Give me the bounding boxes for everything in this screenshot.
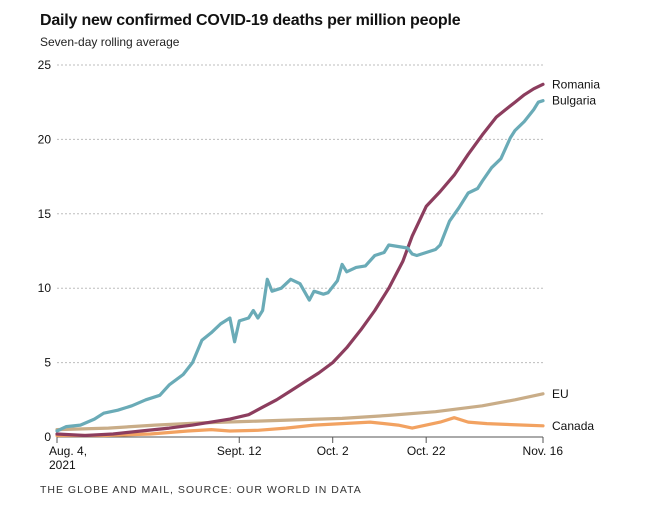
x-tick-label: Nov. 16 xyxy=(523,444,564,458)
x-tick-label: Oct. 22 xyxy=(407,444,446,458)
series-label-canada: Canada xyxy=(552,419,594,433)
x-tick-label: Sept. 12 xyxy=(217,444,262,458)
series-labels: Bulgaria Romania EU Canada xyxy=(552,77,600,432)
x-tick-label: Aug. 4, xyxy=(49,444,87,458)
series-line-eu xyxy=(55,392,545,432)
gridlines xyxy=(57,64,543,438)
series-label-bulgaria: Bulgaria xyxy=(552,94,596,108)
series-line-romania xyxy=(55,82,545,438)
series-label-eu: EU xyxy=(552,387,569,401)
source-credit: THE GLOBE AND MAIL, SOURCE: OUR WORLD IN… xyxy=(40,484,362,496)
y-tick-label: 25 xyxy=(38,58,52,72)
x-axis: Aug. 4,2021 Sept. 12 Oct. 2 Oct. 22 Nov. 16 xyxy=(49,437,563,472)
series-line-canada xyxy=(55,416,545,438)
chart-subtitle: Seven-day rolling average xyxy=(40,35,180,49)
series-lines xyxy=(55,82,545,438)
y-tick-label: 15 xyxy=(38,207,52,221)
chart-title: Daily new confirmed COVID-19 deaths per … xyxy=(40,12,461,29)
x-tick-label: Oct. 2 xyxy=(317,444,349,458)
y-axis: 0 5 10 15 20 25 xyxy=(38,58,52,444)
y-tick-label: 10 xyxy=(38,281,52,295)
y-tick-label: 5 xyxy=(44,356,51,370)
y-tick-label: 20 xyxy=(38,132,52,146)
series-line-bulgaria xyxy=(55,99,545,433)
series-label-romania: Romania xyxy=(552,77,600,91)
y-tick-label: 0 xyxy=(44,430,51,444)
x-tick-label-year: 2021 xyxy=(49,458,76,472)
